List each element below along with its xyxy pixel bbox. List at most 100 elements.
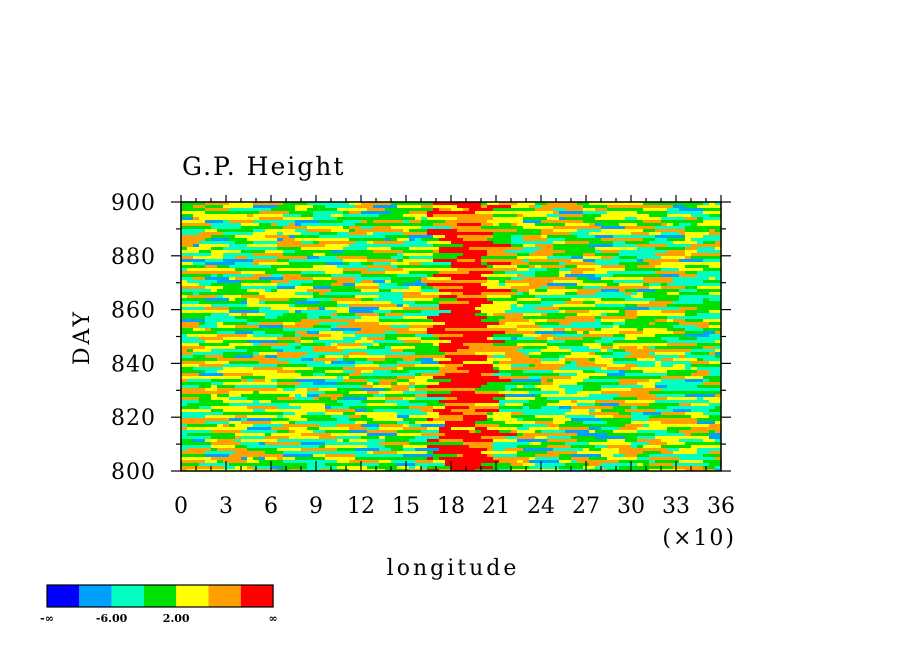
heatmap-cell — [505, 388, 511, 391]
colorbar-swatch — [208, 585, 241, 607]
heatmap-cell — [421, 226, 451, 229]
heatmap-cell — [295, 334, 301, 337]
heatmap-cell — [643, 448, 667, 451]
heatmap-cell — [583, 334, 613, 337]
heatmap-cell — [595, 274, 613, 277]
heatmap-cell — [199, 406, 211, 409]
heatmap-cell — [565, 397, 595, 400]
heatmap-cell — [619, 232, 631, 235]
heatmap-cell — [415, 262, 421, 265]
heatmap-cell — [391, 379, 397, 382]
heatmap-cell — [343, 214, 373, 217]
heatmap-cell — [445, 433, 457, 436]
heatmap-cell — [265, 376, 289, 379]
heatmap-cell — [253, 373, 283, 376]
heatmap-cell — [277, 241, 301, 244]
heatmap-cell — [379, 442, 409, 445]
heatmap-cell — [247, 304, 259, 307]
heatmap-cell — [463, 439, 469, 442]
heatmap-cell — [559, 211, 583, 214]
heatmap-cell — [415, 436, 439, 439]
heatmap-cell — [367, 439, 385, 442]
heatmap-cell — [397, 412, 427, 415]
heatmap-cell — [631, 442, 649, 445]
heatmap-cell — [715, 241, 721, 244]
heatmap-cell — [511, 205, 529, 208]
heatmap-cell — [373, 451, 397, 454]
heatmap-cell — [505, 271, 535, 274]
heatmap-cell — [355, 454, 379, 457]
heatmap-cell — [367, 433, 397, 436]
heatmap-cell — [271, 445, 289, 448]
heatmap-cell — [517, 460, 523, 463]
heatmap-cell — [667, 211, 697, 214]
heatmap-cell — [661, 286, 685, 289]
heatmap-cell — [205, 340, 223, 343]
heatmap-cell — [709, 445, 721, 448]
heatmap-cell — [361, 226, 373, 229]
heatmap-cell — [421, 361, 439, 364]
heatmap-cell — [427, 232, 451, 235]
heatmap-cell — [535, 307, 559, 310]
x-tick-label: 3 — [219, 494, 233, 519]
heatmap-cell — [181, 322, 199, 325]
heatmap-cell — [529, 352, 541, 355]
heatmap-cell — [643, 445, 661, 448]
heatmap-cell — [181, 427, 187, 430]
heatmap-cell — [691, 238, 721, 241]
heatmap-cell — [661, 439, 679, 442]
heatmap-cell — [547, 217, 559, 220]
heatmap-cell — [529, 265, 535, 268]
heatmap-cell — [631, 409, 655, 412]
heatmap-cell — [631, 292, 637, 295]
heatmap-cell — [313, 259, 343, 262]
heatmap-cell — [715, 388, 721, 391]
x-tick-label: 6 — [264, 494, 278, 519]
heatmap-cell — [181, 241, 199, 244]
heatmap-cell — [259, 325, 283, 328]
heatmap-cell — [463, 442, 493, 445]
heatmap-cell — [637, 307, 649, 310]
heatmap-cell — [547, 436, 571, 439]
heatmap-cell — [223, 214, 247, 217]
heatmap-cell — [445, 451, 451, 454]
heatmap-cell — [439, 436, 451, 439]
heatmap-cell — [673, 442, 685, 445]
heatmap-cell — [619, 271, 631, 274]
heatmap-cell — [283, 388, 295, 391]
heatmap-cell — [319, 352, 349, 355]
heatmap-cell — [307, 268, 331, 271]
heatmap-cell — [451, 436, 463, 439]
heatmap-cell — [685, 343, 697, 346]
heatmap-cell — [445, 388, 475, 391]
heatmap-cell — [511, 274, 517, 277]
heatmap-cell — [619, 253, 637, 256]
heatmap-cell — [307, 388, 319, 391]
heatmap-cell — [211, 304, 235, 307]
heatmap-cell — [289, 292, 295, 295]
heatmap-cell — [313, 217, 337, 220]
heatmap-cell — [463, 238, 487, 241]
heatmap-cell — [589, 223, 595, 226]
heatmap-cell — [493, 301, 517, 304]
heatmap-cell — [181, 346, 205, 349]
heatmap-cell — [487, 460, 499, 463]
heatmap-cell — [505, 394, 535, 397]
heatmap-cell — [649, 379, 661, 382]
heatmap-cell — [355, 277, 379, 280]
heatmap-cell — [679, 217, 685, 220]
heatmap-cell — [547, 286, 565, 289]
heatmap-cell — [265, 235, 289, 238]
heatmap-cell — [529, 328, 553, 331]
heatmap-cell — [463, 286, 487, 289]
heatmap-cell — [637, 247, 655, 250]
heatmap-cell — [307, 466, 337, 469]
heatmap-cell — [499, 328, 517, 331]
heatmap-cell — [439, 337, 445, 340]
heatmap-cell — [427, 469, 439, 471]
heatmap-cell — [643, 208, 667, 211]
heatmap-cell — [439, 412, 457, 415]
heatmap-cell — [601, 316, 619, 319]
heatmap-cell — [685, 235, 697, 238]
heatmap-cell — [355, 409, 367, 412]
